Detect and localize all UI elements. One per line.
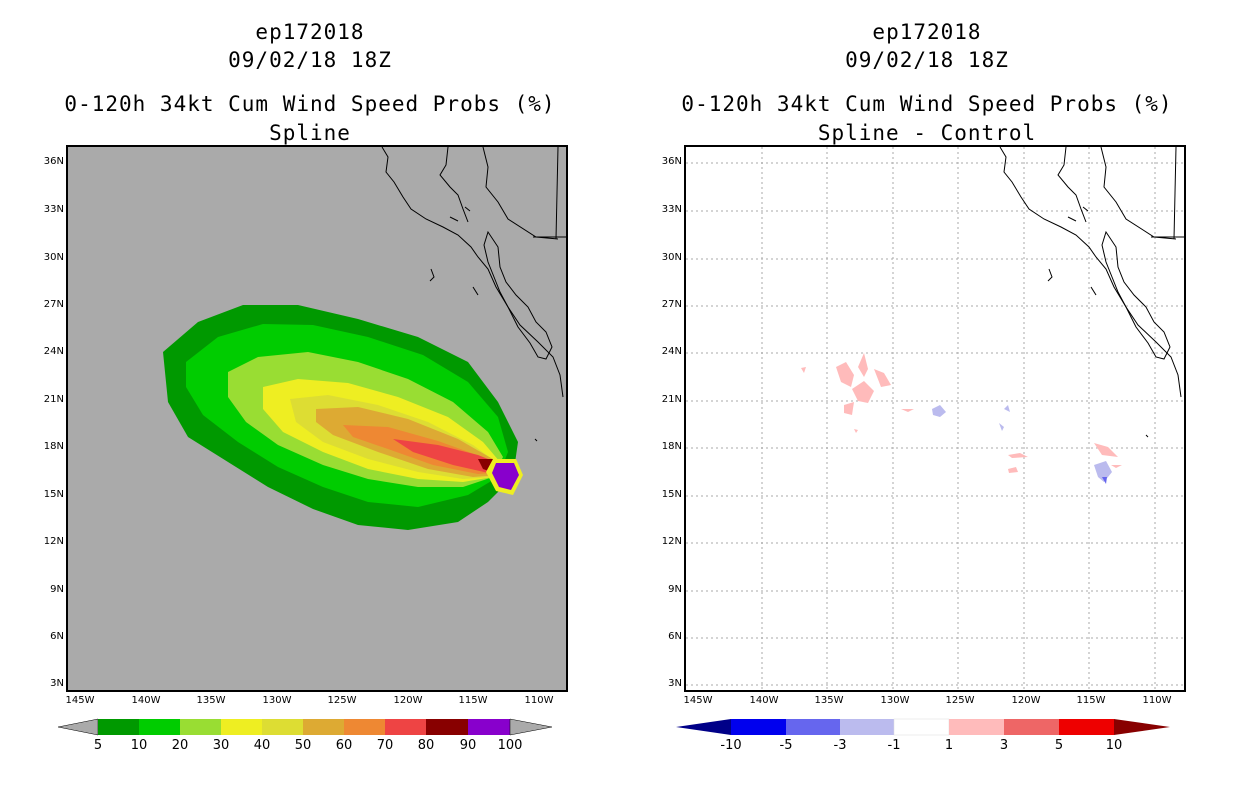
lon-label: 140W bbox=[749, 695, 779, 706]
lat-label: 30N bbox=[661, 252, 682, 263]
lon-label: 145W bbox=[683, 695, 713, 706]
colorbar-swatch bbox=[1059, 719, 1114, 735]
lon-label: 115W bbox=[458, 695, 488, 706]
lat-label: 18N bbox=[661, 441, 682, 452]
lat-label: 15N bbox=[661, 489, 682, 500]
lat-label: 33N bbox=[43, 204, 64, 215]
left-title-storm: ep172018 bbox=[255, 20, 365, 44]
colorbar-swatch bbox=[180, 719, 221, 735]
left-title-product: 0-120h 34kt Cum Wind Speed Probs (%) bbox=[64, 92, 556, 116]
colorbar-label: 60 bbox=[335, 738, 353, 753]
lat-label: 30N bbox=[43, 252, 64, 263]
lon-label: 135W bbox=[814, 695, 844, 706]
lon-label: 110W bbox=[524, 695, 554, 706]
colorbar-under-arrow bbox=[57, 718, 99, 736]
prob-100-contour bbox=[492, 463, 519, 490]
colorbar-label: 10 bbox=[1105, 738, 1123, 753]
lat-label: 12N bbox=[661, 536, 682, 547]
colorbar-label: -5 bbox=[779, 738, 793, 753]
right-title-method: Spline - Control bbox=[817, 121, 1037, 145]
right-coastline bbox=[999, 147, 1184, 438]
colorbar-swatch bbox=[262, 719, 303, 735]
colorbar-label: 5 bbox=[1054, 738, 1064, 753]
colorbar-under-arrow bbox=[676, 719, 731, 735]
left-title-method: Spline bbox=[269, 121, 351, 145]
colorbar-label: -3 bbox=[833, 738, 847, 753]
colorbar-label: 40 bbox=[253, 738, 271, 753]
right-title-date: 09/02/18 18Z bbox=[845, 48, 1009, 72]
lat-label: 3N bbox=[668, 678, 682, 689]
lat-label: 27N bbox=[43, 299, 64, 310]
lon-label: 140W bbox=[131, 695, 161, 706]
lon-label: 120W bbox=[393, 695, 423, 706]
colorbar-label: 90 bbox=[459, 738, 477, 753]
lat-label: 21N bbox=[661, 394, 682, 405]
lat-label: 36N bbox=[43, 156, 64, 167]
lat-label: 24N bbox=[43, 346, 64, 357]
lat-label: 24N bbox=[661, 346, 682, 357]
colorbar-label: 30 bbox=[212, 738, 230, 753]
colorbar-label: 10 bbox=[130, 738, 148, 753]
lat-label: 12N bbox=[43, 536, 64, 547]
lon-label: 125W bbox=[945, 695, 975, 706]
colorbar-swatch bbox=[1004, 719, 1059, 735]
lat-label: 9N bbox=[668, 584, 682, 595]
colorbar-label: 1 bbox=[944, 738, 954, 753]
lon-label: 125W bbox=[327, 695, 357, 706]
colorbar-swatch bbox=[303, 719, 344, 735]
colorbar-swatch bbox=[98, 719, 139, 735]
colorbar-swatch bbox=[426, 719, 468, 735]
lat-label: 33N bbox=[661, 204, 682, 215]
colorbar-swatch bbox=[468, 719, 510, 735]
lat-label: 27N bbox=[661, 299, 682, 310]
colorbar-label: 50 bbox=[294, 738, 312, 753]
colorbar-swatch bbox=[949, 719, 1004, 735]
colorbar-label: 3 bbox=[999, 738, 1009, 753]
left-coastline bbox=[381, 147, 566, 442]
right-title-storm: ep172018 bbox=[872, 20, 982, 44]
lat-label: 6N bbox=[668, 631, 682, 642]
colorbar-swatch bbox=[786, 719, 840, 735]
lon-label: 130W bbox=[880, 695, 910, 706]
right-gridlines bbox=[686, 147, 1184, 690]
lat-label: 9N bbox=[50, 584, 64, 595]
prob-70-contour bbox=[393, 439, 508, 474]
lat-label: 18N bbox=[43, 441, 64, 452]
colorbar-swatch bbox=[893, 718, 950, 736]
lon-label: 130W bbox=[262, 695, 292, 706]
left-title-date: 09/02/18 18Z bbox=[228, 48, 392, 72]
colorbar-label: 5 bbox=[93, 738, 103, 753]
colorbar-swatch bbox=[344, 719, 385, 735]
colorbar-swatch bbox=[385, 719, 426, 735]
lon-label: 135W bbox=[196, 695, 226, 706]
right-title-product: 0-120h 34kt Cum Wind Speed Probs (%) bbox=[681, 92, 1173, 116]
lat-label: 6N bbox=[50, 631, 64, 642]
colorbar-label: 20 bbox=[171, 738, 189, 753]
right-map bbox=[684, 145, 1186, 692]
colorbar-label: 70 bbox=[376, 738, 394, 753]
colorbar-label: 80 bbox=[417, 738, 435, 753]
left-map bbox=[66, 145, 568, 692]
right-map-canvas bbox=[686, 147, 1184, 690]
lat-label: 15N bbox=[43, 489, 64, 500]
colorbar-swatch bbox=[139, 719, 180, 735]
lon-label: 145W bbox=[65, 695, 95, 706]
positive-difference-areas bbox=[801, 353, 1122, 473]
lon-label: 110W bbox=[1142, 695, 1172, 706]
colorbar-label: 100 bbox=[497, 738, 523, 753]
lon-label: 120W bbox=[1011, 695, 1041, 706]
lat-label: 36N bbox=[661, 156, 682, 167]
colorbar-label: -10 bbox=[720, 738, 742, 753]
negative-difference-areas bbox=[932, 405, 1112, 484]
lon-label: 115W bbox=[1076, 695, 1106, 706]
left-map-canvas bbox=[163, 147, 566, 530]
lat-label: 21N bbox=[43, 394, 64, 405]
colorbar-swatch bbox=[221, 719, 262, 735]
colorbar-label: -1 bbox=[887, 738, 901, 753]
colorbar-over-arrow bbox=[1114, 719, 1170, 735]
colorbar-swatch bbox=[840, 719, 894, 735]
colorbar-swatch bbox=[731, 719, 786, 735]
lat-label: 3N bbox=[50, 678, 64, 689]
colorbar-over-arrow bbox=[509, 718, 553, 736]
